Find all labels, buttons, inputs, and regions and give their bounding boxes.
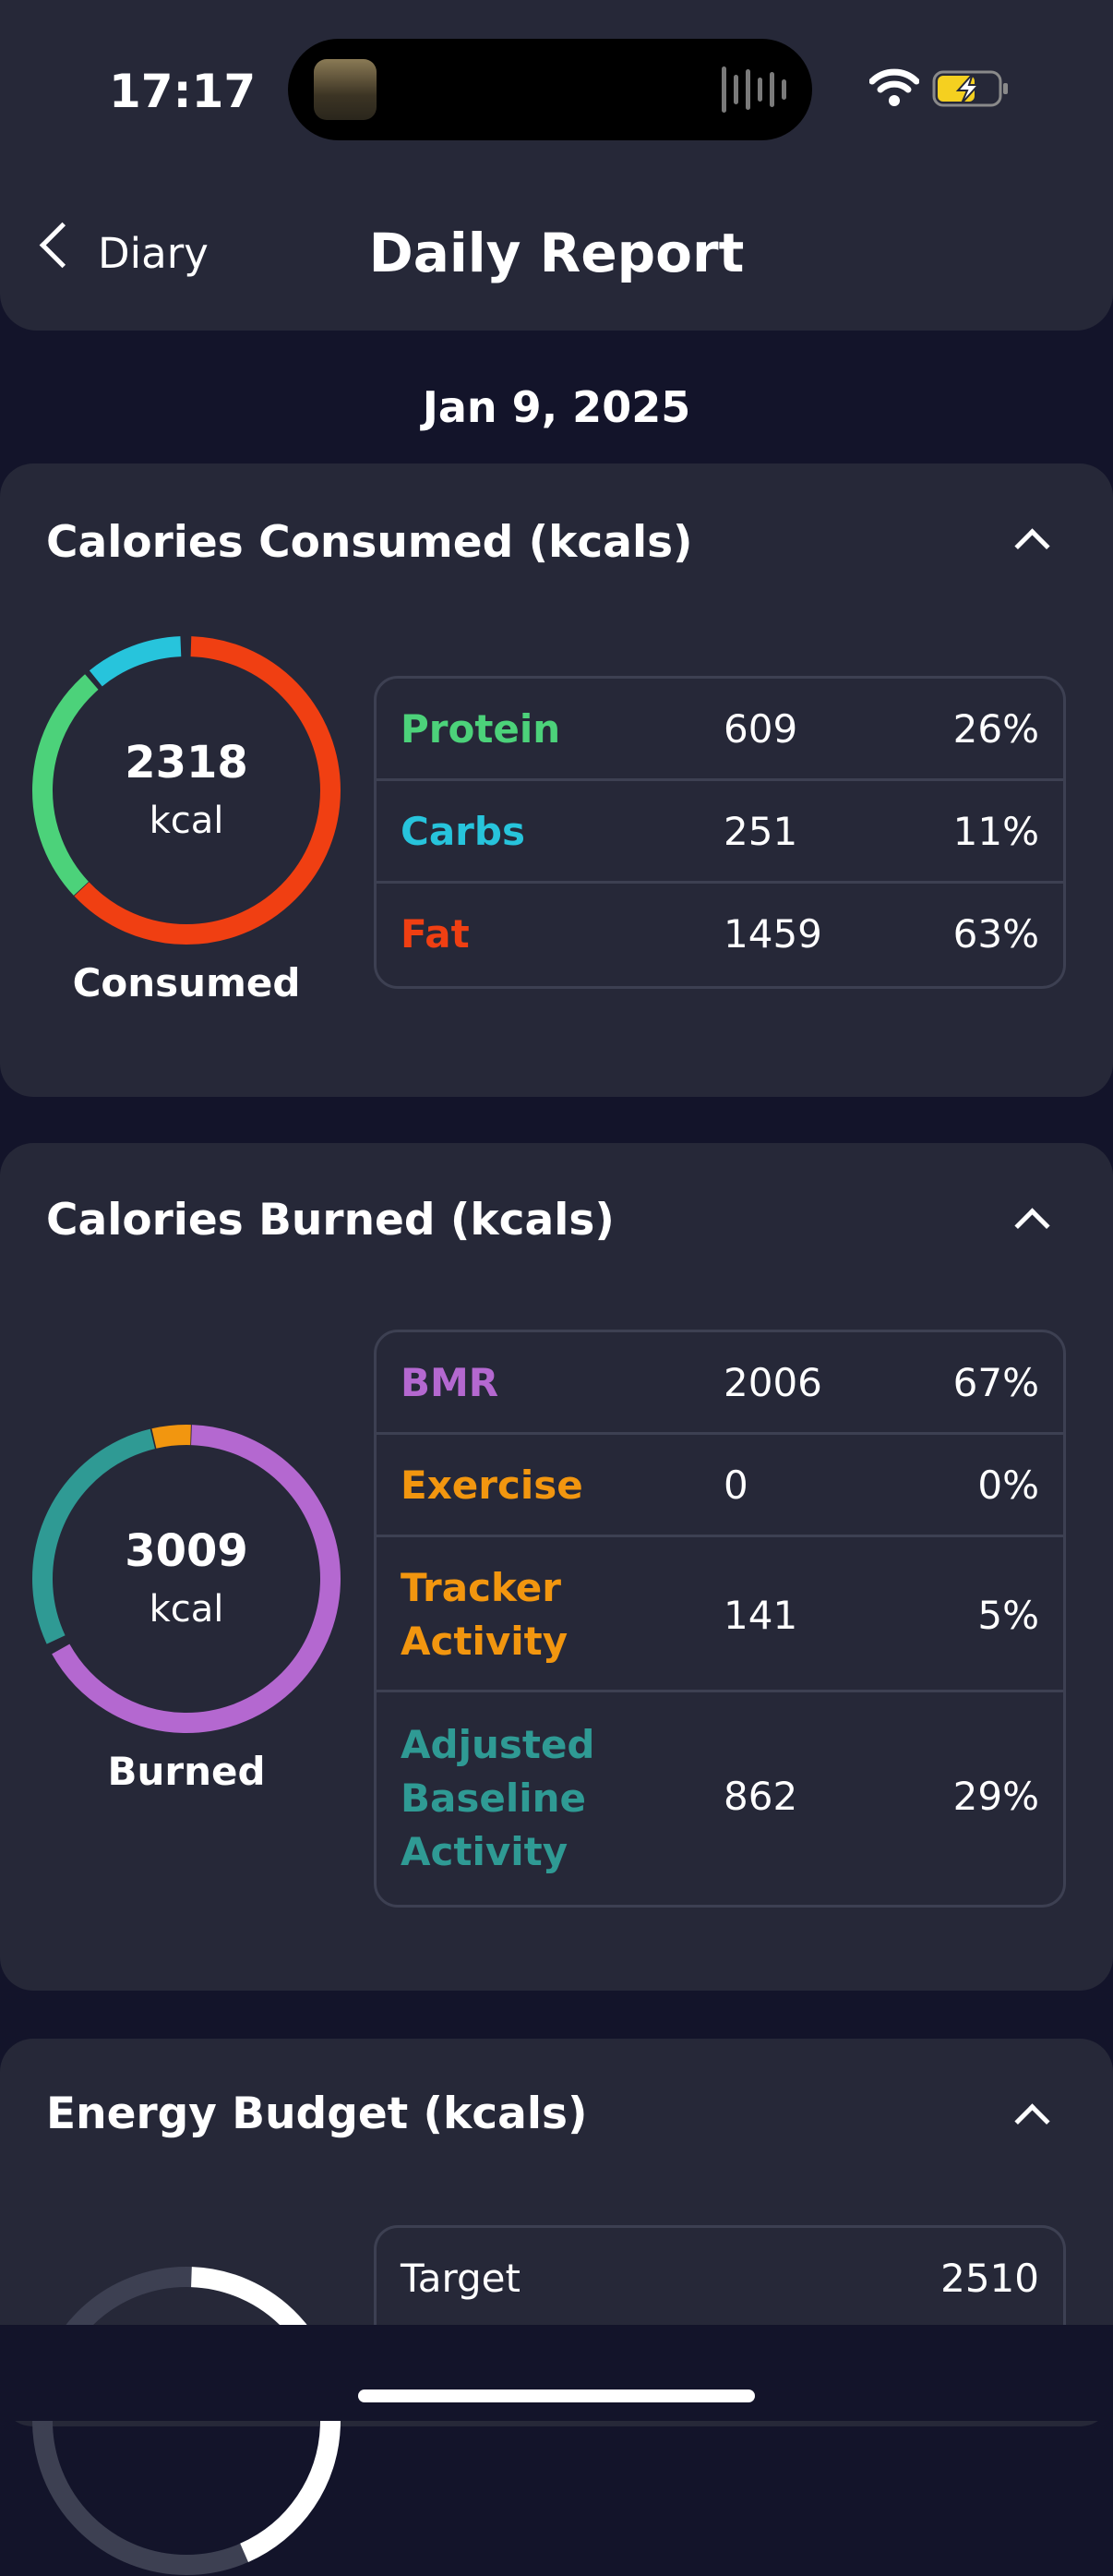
- consumed-caption: Consumed: [72, 960, 301, 1005]
- consumed-donut-chart: [32, 636, 341, 945]
- row-percent: 5%: [977, 1593, 1039, 1638]
- collapse-chevron-icon[interactable]: [1014, 2103, 1050, 2139]
- row-value: 2006: [724, 1360, 822, 1405]
- calories-burned-card: Calories Burned (kcals) 3009 kcal Burned…: [0, 1143, 1113, 1991]
- page-title: Daily Report: [368, 222, 745, 284]
- row-percent: 67%: [952, 1360, 1039, 1405]
- burned-breakdown-table: BMR 2006 67% Exercise 0 0% Tracker Activ…: [374, 1330, 1066, 1908]
- table-row: Adjusted Baseline Activity 862 29%: [377, 1692, 1063, 1905]
- row-label: Carbs: [401, 809, 525, 854]
- row-percent: 63%: [952, 911, 1039, 957]
- media-thumbnail: [314, 59, 377, 120]
- donut-segment-tracker: [32, 1425, 341, 1733]
- table-row: Exercise 0 0%: [377, 1435, 1063, 1537]
- row-label: Protein: [401, 706, 561, 752]
- table-row: Tracker Activity 141 5%: [377, 1537, 1063, 1692]
- row-label: BMR: [401, 1360, 499, 1405]
- row-value: 251: [724, 809, 798, 854]
- nav-header: 17:17 Diary Daily Report: [0, 0, 1113, 331]
- consumed-unit: kcal: [149, 800, 224, 842]
- burned-total: 3009: [125, 1525, 248, 1577]
- row-label: Tracker Activity: [401, 1565, 568, 1664]
- dynamic-island: [288, 39, 812, 140]
- row-value: 2510: [940, 2256, 1039, 2301]
- back-button-label[interactable]: Diary: [98, 229, 209, 278]
- row-percent: 29%: [952, 1774, 1039, 1819]
- battery-charging-icon: [932, 70, 1008, 107]
- home-indicator[interactable]: [358, 2389, 755, 2402]
- budget-table: Target 2510: [374, 2225, 1066, 2391]
- burned-caption: Burned: [107, 1749, 266, 1794]
- status-time: 17:17: [109, 65, 257, 118]
- table-row: BMR 2006 67%: [377, 1332, 1063, 1435]
- row-label: Adjusted Baseline Activity: [401, 1722, 595, 1874]
- row-value: 141: [724, 1593, 798, 1638]
- wifi-icon: [869, 68, 919, 106]
- row-value: 862: [724, 1774, 798, 1819]
- consumed-macro-table: Protein 609 26% Carbs 251 11% Fat 1459 6…: [374, 676, 1066, 989]
- row-value: 0: [724, 1463, 748, 1508]
- row-label: Target: [401, 2256, 521, 2301]
- table-row: Protein 609 26%: [377, 679, 1063, 781]
- card-title: Calories Burned (kcals): [46, 1195, 615, 1246]
- row-label: Exercise: [401, 1463, 583, 1508]
- calories-consumed-card: Calories Consumed (kcals) 2318 kcal Cons…: [0, 463, 1113, 1097]
- donut-segment-protein: [32, 636, 341, 945]
- table-row: Target 2510: [377, 2228, 1063, 2330]
- table-row: Fat 1459 63%: [377, 884, 1063, 986]
- card-title: Calories Consumed (kcals): [46, 517, 693, 568]
- audio-waveform-icon: [722, 66, 786, 113]
- row-label: Fat: [401, 911, 470, 957]
- report-date: Jan 9, 2025: [422, 382, 691, 432]
- collapse-chevron-icon[interactable]: [1014, 1208, 1050, 1244]
- donut-segment-fat: [32, 636, 341, 945]
- card-title: Energy Budget (kcals): [46, 2088, 588, 2139]
- burned-donut-chart: [31, 1425, 341, 1733]
- donut-segment-bmr: [31, 1425, 341, 1733]
- home-indicator-area: [0, 2325, 1113, 2421]
- row-percent: 0%: [977, 1463, 1039, 1508]
- consumed-total: 2318: [125, 737, 248, 788]
- row-percent: 26%: [952, 706, 1039, 752]
- table-row: Carbs 251 11%: [377, 781, 1063, 884]
- budget-donut-chart: [31, 2267, 341, 2575]
- burned-unit: kcal: [149, 1588, 224, 1631]
- row-value: 609: [724, 706, 798, 752]
- collapse-chevron-icon[interactable]: [1014, 528, 1050, 564]
- row-percent: 11%: [952, 809, 1039, 854]
- row-value: 1459: [724, 911, 822, 957]
